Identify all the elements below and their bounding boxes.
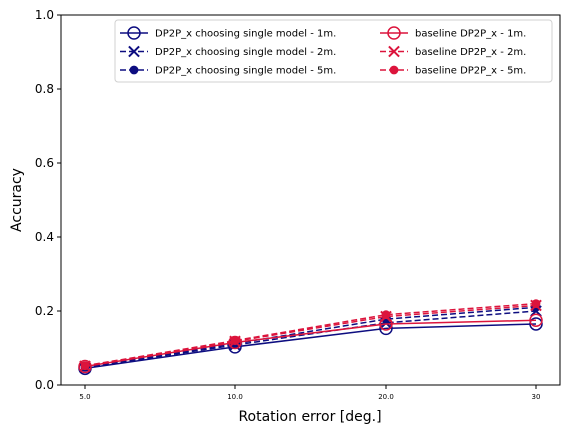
legend-entry: baseline DP2P_x - 2m. xyxy=(380,45,526,58)
series-1 xyxy=(79,305,542,374)
x-axis-label: Rotation error [deg.] xyxy=(238,409,381,425)
legend-label: baseline DP2P_x - 2m. xyxy=(415,47,526,58)
axes: 0.0 0.2 0.4 0.6 0.8 1.0 5.0 10.0 20.0 30 xyxy=(35,8,561,401)
legend-entry: DP2P_x choosing single model - 2m. xyxy=(120,45,336,58)
legend-entry: DP2P_x choosing single model - 5m. xyxy=(120,66,336,77)
data-point xyxy=(529,317,543,331)
data-point xyxy=(78,359,92,374)
x-tick-label: 20.0 xyxy=(378,393,394,401)
y-tick-label: 1.0 xyxy=(35,8,54,22)
series-line xyxy=(84,302,537,367)
data-point xyxy=(127,26,141,40)
data-point xyxy=(389,65,399,75)
legend-label: baseline DP2P_x - 5m. xyxy=(415,66,526,77)
series-line xyxy=(84,323,537,370)
y-tick-label: 0.2 xyxy=(35,304,54,318)
legend-label: baseline DP2P_x - 1m. xyxy=(415,29,526,40)
data-point xyxy=(230,336,240,346)
data-point xyxy=(531,299,541,309)
data-point xyxy=(129,65,139,75)
x-tick-label: 5.0 xyxy=(79,393,90,401)
y-axis-label: Accuracy xyxy=(9,168,25,232)
series-line xyxy=(84,306,537,368)
plot-area xyxy=(78,299,543,376)
legend-entry: baseline DP2P_x - 1m. xyxy=(380,26,526,40)
data-point xyxy=(80,361,90,371)
series-0 xyxy=(78,317,543,376)
series-3 xyxy=(78,313,543,374)
y-tick-label: 0.6 xyxy=(35,156,54,170)
legend-label: DP2P_x choosing single model - 2m. xyxy=(155,47,336,58)
legend-label: DP2P_x choosing single model - 1m. xyxy=(155,29,336,40)
series-5 xyxy=(80,299,541,371)
data-point xyxy=(388,45,400,58)
axes-frame xyxy=(60,14,561,386)
data-point xyxy=(381,310,391,320)
series-4 xyxy=(79,299,542,372)
legend-entry: baseline DP2P_x - 5m. xyxy=(380,66,526,77)
y-tick-label: 0.4 xyxy=(35,230,54,244)
x-tick-label: 30 xyxy=(532,393,541,401)
legend-box xyxy=(114,19,553,83)
x-tick-label: 10.0 xyxy=(227,393,243,401)
data-point xyxy=(529,313,543,327)
data-point xyxy=(387,26,401,40)
legend-entry: DP2P_x choosing single model - 1m. xyxy=(120,26,336,40)
y-tick-label: 0.8 xyxy=(35,82,54,96)
legend: DP2P_x choosing single model - 1m. DP2P_x… xyxy=(114,19,553,83)
y-tick-label: 0.0 xyxy=(35,378,54,392)
data-point xyxy=(128,45,140,58)
legend-label: DP2P_x choosing single model - 5m. xyxy=(155,66,336,77)
